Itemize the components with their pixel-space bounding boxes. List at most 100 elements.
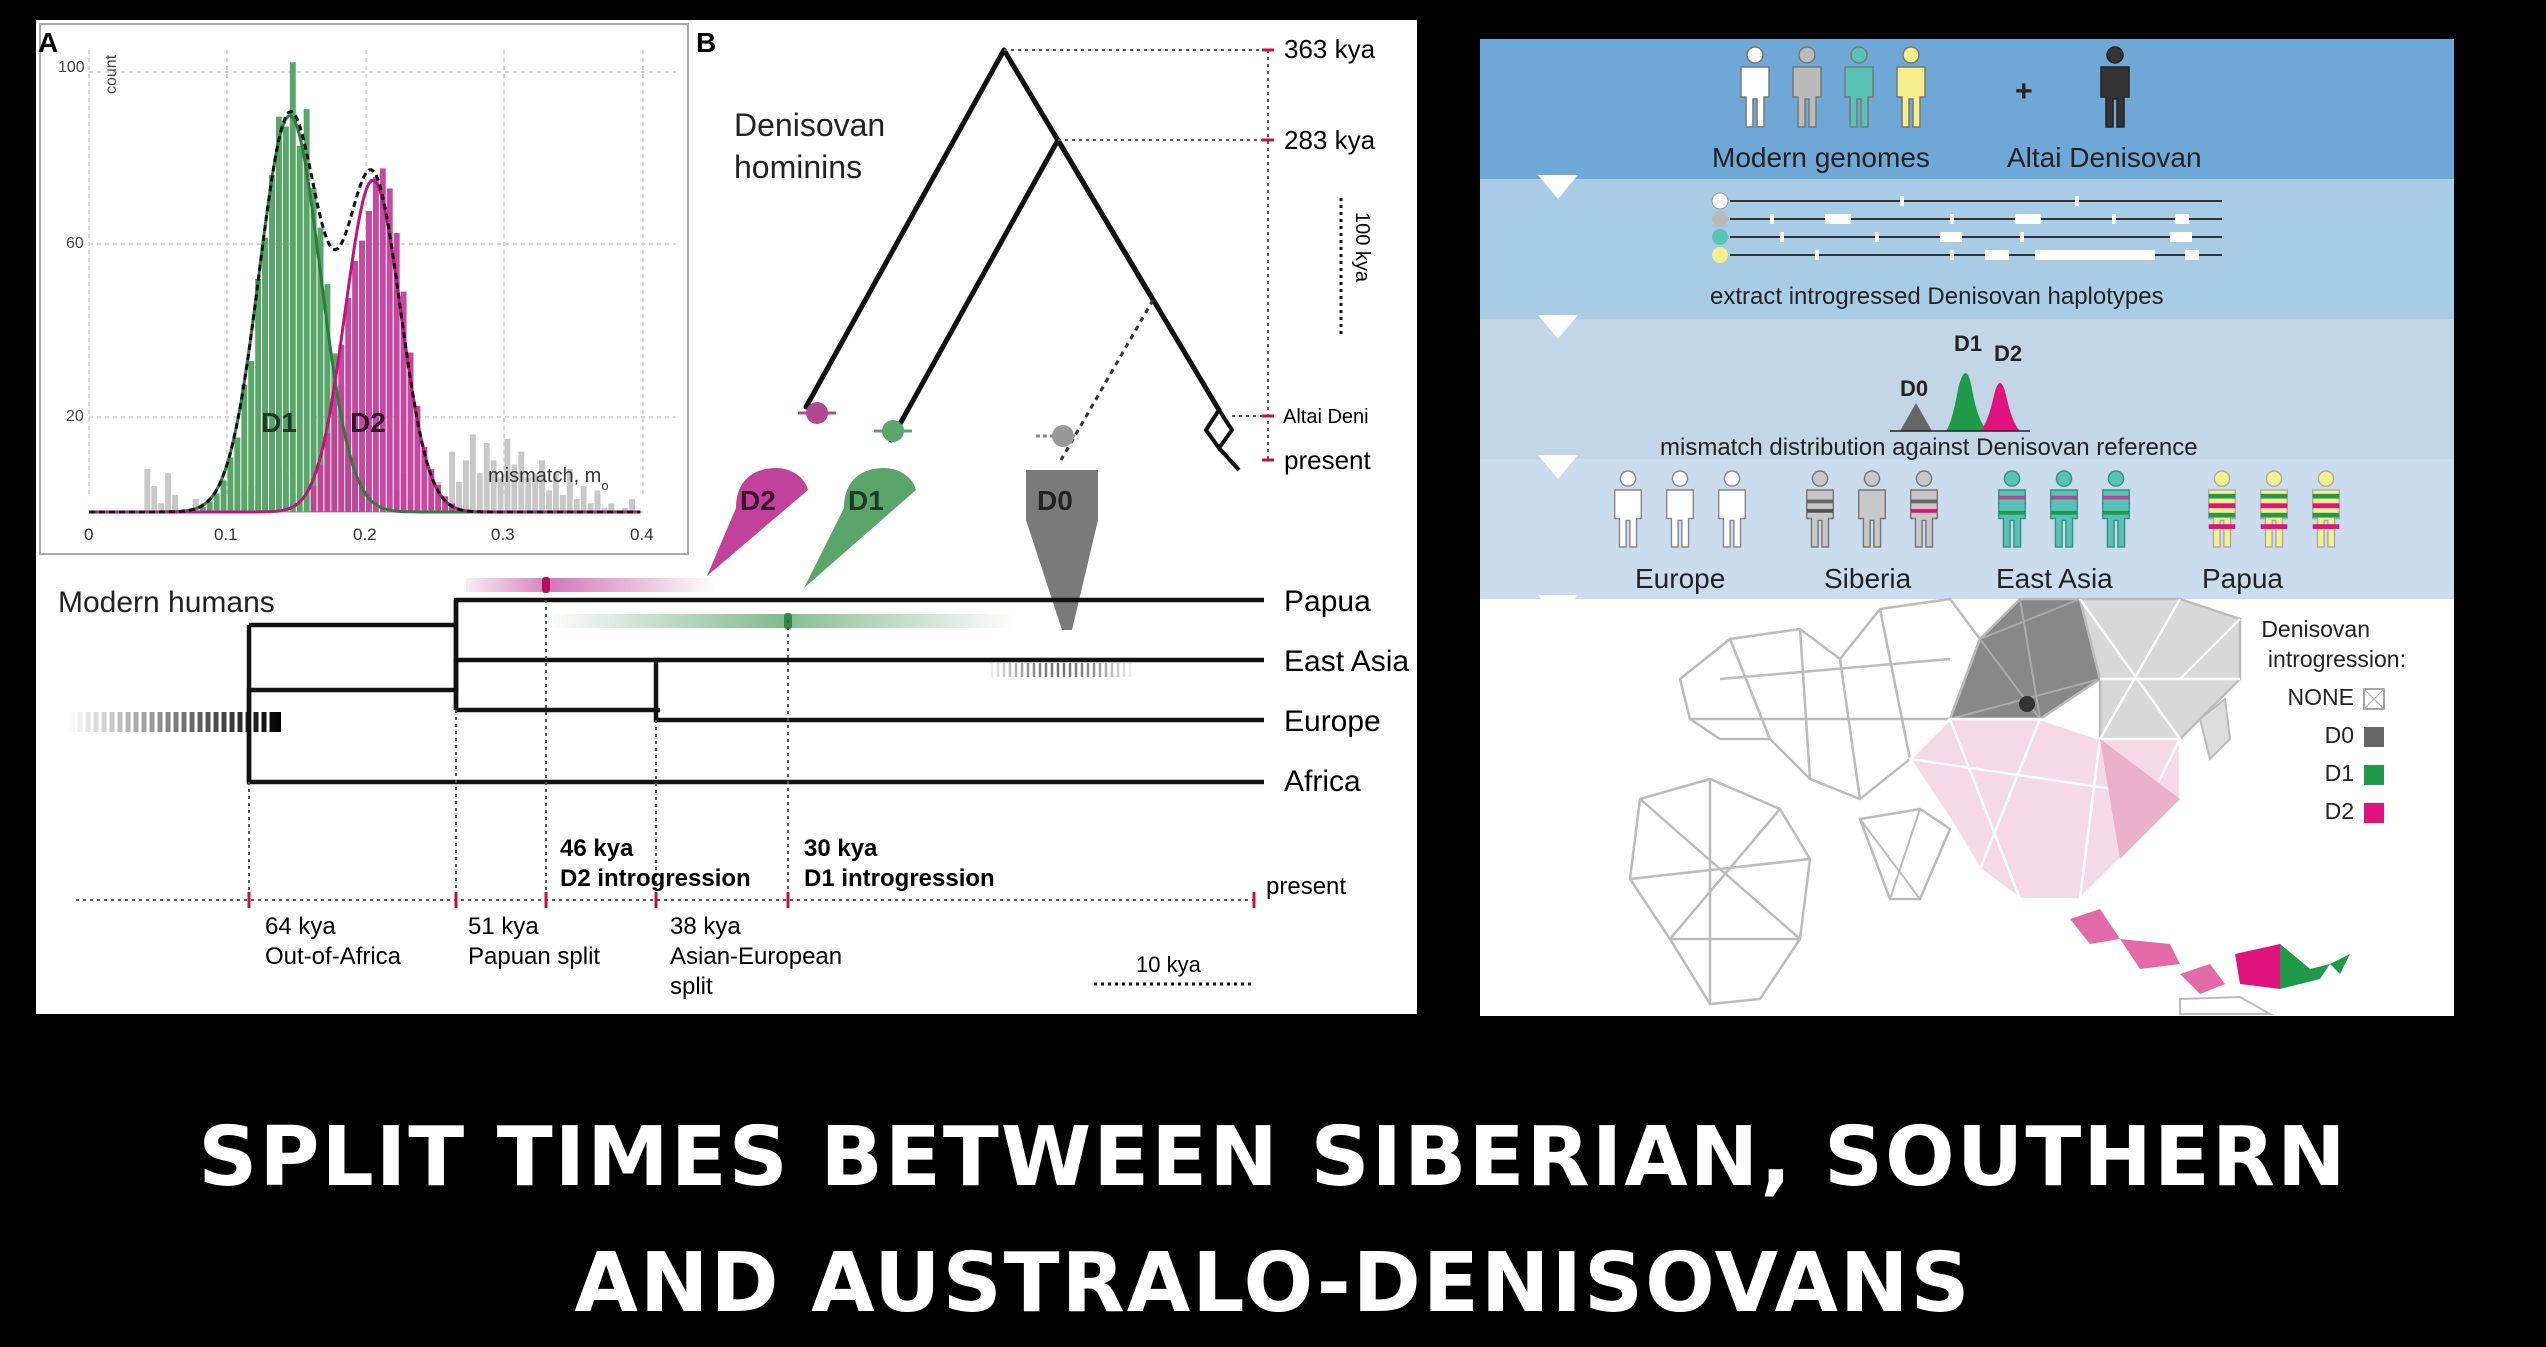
caption-title: SPLIT TIMES BETWEEN SIBERIAN, SOUTHERN A… [0,1095,2546,1347]
histogram-bar [324,433,331,512]
x-tick-0.3: 0.3 [491,525,515,544]
legend-d0: D0 [2325,722,2354,748]
ooa-time: 64 kya [265,913,336,940]
x-tick-0.2: 0.2 [353,525,377,544]
d2-event-time: 46 kya [560,835,634,862]
person-icon [2207,470,2237,548]
histogram-bar [345,298,352,512]
mismatch-label: mismatch distribution against Denisovan … [1660,434,2198,461]
histogram-bar [462,460,469,512]
y-tick-60: 60 [66,235,84,252]
x-tick-0: 0 [84,525,93,544]
histogram-bar [566,468,573,512]
histogram-bar [192,499,199,512]
papuan-split-time: 51 kya [468,913,539,940]
event-guides [76,600,1256,901]
legend-title-2: introgression: [2268,646,2406,672]
present-label: present [1266,873,1346,900]
histogram-bar [220,480,227,512]
histogram-bar [310,188,317,512]
time-altai: Altai Deni [1283,406,1369,428]
pop-papua: Papua [1284,585,1371,618]
d0-node-marker [1052,425,1074,447]
d1-hist-label: D1 [261,407,297,438]
d2-histogram [310,168,456,513]
time-ticks [1262,48,1274,462]
histogram-bar [262,237,269,512]
histogram-bar [504,438,511,512]
histogram-bar [227,457,234,512]
scale-100-kya: 100 kya [1351,212,1373,283]
d2-peak [1980,383,2020,431]
person-icon [1613,470,1643,548]
haplotype-tracks [1711,192,2222,263]
histogram-bar [310,485,317,512]
extract-label: extract introgressed Denisovan haplotype… [1710,283,2164,310]
d1-peak-label: D1 [1954,331,1982,356]
histogram-bar [289,62,296,513]
histogram-bar [601,507,608,512]
plus-sign: + [2015,75,2033,108]
legend-d1: D1 [2325,760,2354,786]
region-papua: Papua [2202,563,2283,594]
histogram-bar [580,486,587,512]
d0-drop [1026,470,1098,630]
d1-peak [1946,373,1988,431]
d0-introgression-band [990,663,1132,677]
histogram-bar [393,232,400,513]
modern-genome-people [1740,46,1926,128]
histogram-bar [151,486,158,512]
asian-split-time: 38 kya [670,913,741,940]
histogram-bar [573,499,580,512]
pop-east-asia: East Asia [1284,645,1409,678]
altai-denisovan-person [2100,46,2130,128]
scale-10-kya: 10 kya [1136,952,1202,977]
histogram-bar [490,460,497,512]
histogram-bar [352,261,359,512]
histogram-bar [622,507,629,512]
region-siberia: Siberia [1824,563,1912,594]
figure-panel-left: A 100 60 20 count 0 0.1 0.2 0.3 0.4 D1 D… [36,20,1417,1014]
mixture-fit-curve [89,109,641,514]
d1-drop [804,468,916,588]
introgression-map [1628,597,2350,1015]
person-icon [1792,46,1822,128]
pop-africa: Africa [1284,765,1361,798]
band-2 [1480,179,2454,319]
caption-line-1: SPLIT TIMES BETWEEN SIBERIAN, SOUTHERN [198,1110,2348,1205]
histogram-bar [158,503,165,512]
x-tick-0.4: 0.4 [630,525,654,544]
denisovan-label-1: Denisovan [734,107,885,143]
legend-title-1: Denisovan [2261,616,2370,642]
panel-a-label: A [38,27,58,58]
person-icon [2049,470,2079,548]
histogram-bar [269,175,275,512]
workflow-figure: + Modern genomes Altai Denisovan extract… [1480,39,2454,1016]
x-axis-label: mismatch, mo [488,465,609,493]
d2-node-marker [806,402,828,424]
histogram-bar [359,240,365,512]
histogram-bar [442,496,449,512]
histogram-bar [282,126,289,513]
y-tick-100: 100 [58,59,85,76]
histogram-bar [525,477,532,512]
histogram-bar [608,503,615,512]
d1-event-time: 30 kya [804,835,878,862]
legend-swatch-d2 [2364,803,2384,823]
modern-genomes-label: Modern genomes [1712,142,1930,173]
histogram-bar [324,284,331,512]
histogram-bar [372,177,379,512]
person-icon [1844,46,1874,128]
figure-panel-right: + Modern genomes Altai Denisovan extract… [1480,39,2454,1016]
y-axis-label: count [103,54,120,94]
histogram-bar [275,116,282,513]
altai-node [1203,406,1235,452]
histogram-bar [165,473,172,512]
legend-swatch-d0 [2364,727,2384,747]
histogram-bar [248,361,255,512]
band-4 [1480,459,2454,599]
person-icon [2100,46,2130,128]
histogram-bar [317,464,324,512]
histogram-bar [532,473,539,512]
d1-introgression-band [546,614,1016,628]
